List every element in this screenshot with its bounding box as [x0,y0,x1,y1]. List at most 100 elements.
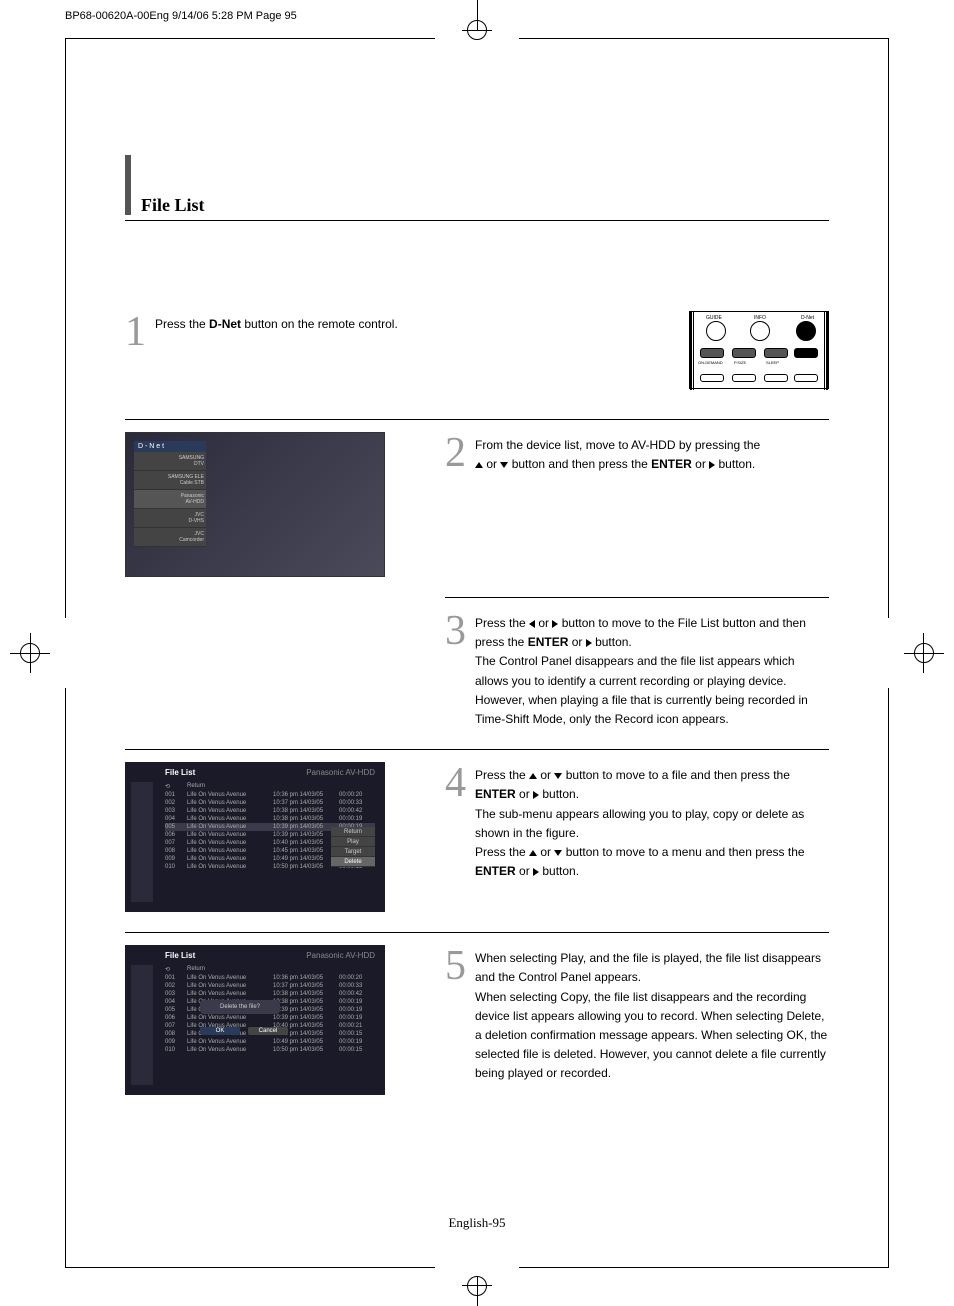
text: button. [715,457,755,471]
dnet-item: SAMSUNGDTV [134,452,206,471]
screenshot-wrapper: File List Panasonic AV-HDD ⟲Return001Lif… [125,762,405,912]
step-4: 4 Press the or button to move to a file … [445,762,829,912]
filelist-screenshot: File List Panasonic AV-HDD ⟲Return001Lif… [125,762,385,912]
text: Press the [475,768,529,782]
crop-mark [462,30,492,31]
screenshot-wrapper: File List Panasonic AV-HDD ⟲Return001Lif… [125,945,405,1095]
fl-sidebar [131,782,153,902]
remote-bar [690,312,694,390]
remote-button [794,374,818,382]
fl-ok-button: OK [200,1027,240,1035]
up-arrow-icon [529,850,537,856]
crop-mark [467,1276,487,1296]
remote-bar [824,312,828,390]
remote-label: ON-DEMAND [698,360,723,365]
crop-line [888,688,889,1268]
step-1-row: 1 Press the D-Net button on the remote c… [125,311,829,389]
remote-button [700,374,724,382]
crop-line [65,688,66,1268]
text: Press the [155,317,209,331]
text: Press the [475,616,529,630]
step-1: 1 Press the D-Net button on the remote c… [125,311,398,353]
text: button. [539,787,579,801]
left-arrow-icon [529,620,535,628]
dnet-header: D - N e t [134,441,206,452]
remote-button [764,374,788,382]
fl-dialog: Delete the file? [200,1000,280,1014]
fl-title: File List [165,768,195,777]
text: Press the [475,845,529,859]
crop-mark [462,1285,492,1286]
step-body: Press the D-Net button on the remote con… [155,311,398,353]
dnet-item: PanasonicAV-HDD [134,490,206,509]
step-body: When selecting Play, and the file is pla… [475,945,829,1095]
text: From the device list, move to AV-HDD by … [475,438,760,452]
screenshot-wrapper: D - N e t SAMSUNGDTVSAMSUNG ELECable STB… [125,432,405,577]
remote-button [732,374,756,382]
fl-return-row: ⟲Return [165,965,375,974]
step-number: 2 [445,432,475,577]
step-body: Press the or button to move to the File … [475,610,829,729]
step-number: 1 [125,311,155,353]
fl-submenu: ReturnPlayTargetDelete [331,827,375,867]
page-title: File List [141,195,205,220]
crop-line [65,38,66,618]
fl-title: File List [165,951,195,960]
down-arrow-icon [554,773,562,779]
fl-row: 009Life On Venus Avenue10:49 pm 14/03/05… [165,1038,375,1046]
fl-submenu-item: Play [331,837,375,847]
dnet-item: JVCCamcorder [134,528,206,547]
text: The Control Panel disappears and the fil… [475,654,808,726]
remote-button [706,321,726,341]
crop-line [519,38,889,39]
step-3-row: 3 Press the or button to move to the Fil… [445,597,829,729]
text: button to move to a menu and then press … [566,845,805,859]
crop-mark [904,653,944,654]
fl-row: 002Life On Venus Avenue10:37 pm 14/03/05… [165,982,375,990]
text: or [538,616,549,630]
crop-line [65,1267,435,1268]
filelist-screenshot-delete: File List Panasonic AV-HDD ⟲Return001Lif… [125,945,385,1095]
right-arrow-icon [552,620,558,628]
remote-button [794,348,818,358]
fl-return-row: ⟲Return [165,782,375,791]
title-bar: File List [125,195,829,221]
text: or [540,768,551,782]
fl-submenu-item: Target [331,847,375,857]
step-2-row: D - N e t SAMSUNGDTVSAMSUNG ELECable STB… [125,419,829,577]
fl-dialog-text: Delete the file? [204,1004,276,1010]
step-4-row: File List Panasonic AV-HDD ⟲Return001Lif… [125,749,829,912]
dnet-screenshot: D - N e t SAMSUNGDTVSAMSUNG ELECable STB… [125,432,385,577]
remote-button [764,348,788,358]
text: or [695,457,706,471]
fl-row: 001Life On Venus Avenue10:36 pm 14/03/05… [165,791,375,799]
text: or [519,864,530,878]
text: or [572,635,583,649]
up-arrow-icon [475,462,483,468]
remote-button [750,321,770,341]
step-2: 2 From the device list, move to AV-HDD b… [445,432,829,577]
text-bold: ENTER [528,635,569,649]
page-content: File List 1 Press the D-Net button on th… [125,195,829,1115]
page-footer: English-95 [0,1215,954,1231]
remote-label: D-Net [801,315,814,321]
step-number: 3 [445,610,475,729]
text: or [519,787,530,801]
title-marker [125,155,131,215]
text: button and then press the [512,457,651,471]
print-header: BP68-00620A-00Eng 9/14/06 5:28 PM Page 9… [65,10,297,22]
text: or [540,845,551,859]
step-5-row: File List Panasonic AV-HDD ⟲Return001Lif… [125,932,829,1095]
fl-row: 003Life On Venus Avenue10:38 pm 14/03/05… [165,807,375,815]
down-arrow-icon [500,462,508,468]
text-bold: ENTER [475,864,516,878]
fl-device: Panasonic AV-HDD [306,768,375,777]
fl-sidebar [131,965,153,1085]
fl-row: 003Life On Venus Avenue10:38 pm 14/03/05… [165,990,375,998]
remote-button [732,348,756,358]
text-bold: ENTER [475,787,516,801]
text-bold: D-Net [209,317,241,331]
crop-line [65,38,435,39]
step-number: 5 [445,945,475,1095]
remote-button [700,348,724,358]
